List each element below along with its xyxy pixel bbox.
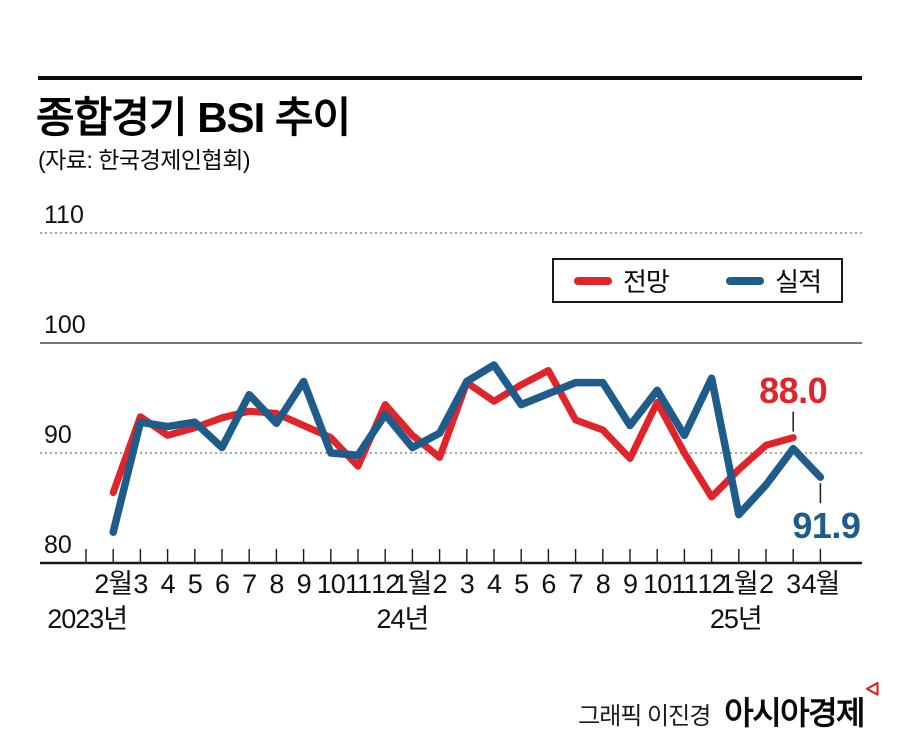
x-tick-label: 1월 (393, 569, 431, 599)
x-tick-label: 8 (596, 569, 610, 599)
x-tick-label: 3 (460, 569, 474, 599)
x-tick-label: 6 (541, 569, 555, 599)
legend-item-forecast: 전망 (574, 262, 670, 299)
x-tick-label: 12 (371, 569, 399, 599)
brand-name: 아시아경제 (724, 695, 865, 731)
actual-end-value: 91.9 (792, 505, 861, 547)
x-tick-label: 8 (269, 569, 283, 599)
top-rule (38, 76, 862, 80)
brand-logo: 아시아경제 (724, 681, 879, 734)
x-tick-label: 7 (569, 569, 583, 599)
x-tick-label: 11 (671, 569, 697, 599)
x-tick-label: 2월 (94, 569, 132, 599)
source-note: (자료: 한국경제인협회) (38, 147, 251, 173)
graphic-credit: 그래픽 이진경 (578, 703, 711, 730)
x-tick-label: 7 (242, 569, 256, 599)
year-label: 24년 (376, 604, 428, 634)
x-tick-label: 4월 (801, 569, 839, 599)
x-tick-label: 5 (514, 569, 528, 599)
x-tick-label: 9 (623, 569, 637, 599)
chart-legend: 전망 실적 (552, 258, 843, 303)
x-tick-label: 11 (345, 569, 371, 599)
page-title: 종합경기 BSI 추이 (36, 94, 351, 141)
x-tick-label: 1월 (720, 569, 758, 599)
actual-legend-label: 실적 (775, 267, 822, 297)
x-tick-label: 12 (698, 569, 726, 599)
forecast-end-value: 88.0 (759, 369, 828, 411)
y-axis-label: 80 (44, 531, 72, 559)
forecast-legend-label: 전망 (623, 267, 670, 297)
x-tick-label: 2 (759, 569, 773, 599)
y-axis-label: 90 (44, 421, 72, 449)
actual-line-swatch (726, 276, 765, 285)
x-tick-label: 4 (487, 569, 502, 599)
x-tick-label: 9 (297, 569, 311, 599)
y-axis-label: 100 (44, 311, 86, 339)
x-tick-label: 10 (317, 569, 345, 599)
x-tick-label: 4 (161, 569, 176, 599)
brand-flag-icon (865, 681, 879, 696)
x-tick-label: 3 (786, 569, 800, 599)
footer-credit: 그래픽 이진경 아시아경제 (578, 681, 879, 734)
y-axis-label: 110 (44, 201, 84, 229)
forecast-line (109, 367, 797, 501)
x-tick-label: 3 (133, 569, 147, 599)
x-tick-label: 6 (215, 569, 229, 599)
year-label: 2023년 (47, 604, 127, 634)
year-label: 25년 (710, 604, 762, 634)
legend-item-actual: 실적 (726, 262, 822, 299)
x-tick-label: 10 (643, 569, 671, 599)
x-tick-label: 2 (433, 569, 447, 599)
forecast-line-swatch (574, 276, 612, 285)
x-tick-label: 5 (188, 569, 202, 599)
actual-line (109, 361, 825, 536)
